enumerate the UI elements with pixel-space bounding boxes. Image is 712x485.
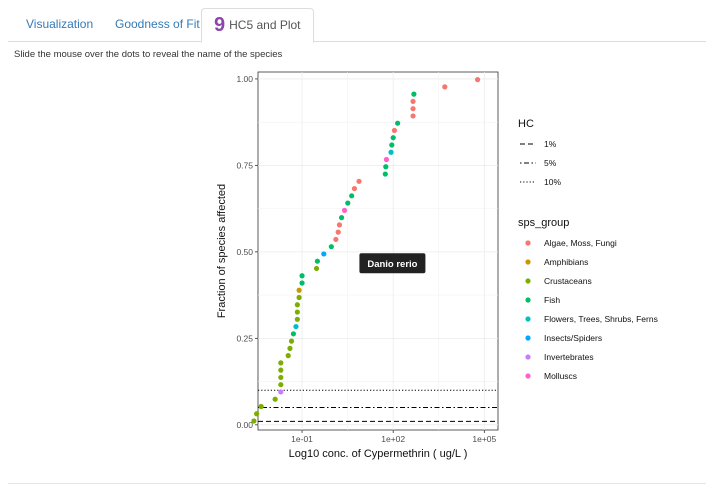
legend-group-key [525, 278, 531, 284]
species-tooltip [359, 253, 426, 274]
data-point[interactable] [351, 185, 358, 192]
data-point[interactable] [288, 338, 295, 344]
data-point[interactable] [338, 215, 345, 221]
legend-group-label: Flowers, Trees, Shrubs, Ferns [544, 314, 658, 324]
data-point[interactable] [278, 389, 284, 395]
data-point[interactable] [336, 222, 343, 228]
data-point[interactable] [410, 113, 416, 119]
tab-visualization[interactable]: Visualization [14, 8, 105, 40]
legend-group-key [525, 316, 531, 322]
x-tick-label: 1e-01 [291, 434, 313, 444]
data-point[interactable] [285, 353, 291, 359]
tab-hc5-and-plot-label: HC5 and Plot [229, 18, 301, 32]
legend-group-label: Invertebrates [544, 352, 594, 362]
data-point[interactable] [278, 367, 284, 373]
x-axis-title: Log10 conc. of Cypermethrin ( ug/L ) [289, 448, 468, 460]
data-point[interactable] [328, 244, 334, 250]
data-point[interactable] [293, 323, 299, 330]
data-point[interactable] [254, 411, 260, 417]
legend-group-label: Amphibians [544, 257, 588, 267]
data-point[interactable] [296, 294, 302, 301]
tab-goodness-of-fit-label: Goodness of Fit [115, 17, 200, 31]
data-point[interactable] [391, 127, 398, 134]
x-tick-label: 1e+02 [381, 434, 405, 444]
legend-group-title: sps_group [518, 217, 569, 229]
legend-group-label: Molluscs [544, 371, 577, 381]
data-point[interactable] [294, 309, 300, 315]
data-point[interactable] [278, 360, 284, 366]
hover-hint: Slide the mouse over the dots to reveal … [14, 49, 283, 60]
y-tick-label: 0.25 [236, 333, 253, 343]
data-point[interactable] [294, 316, 300, 322]
legend-group-label: Fish [544, 295, 560, 305]
data-point[interactable] [388, 149, 394, 155]
data-point[interactable] [411, 91, 417, 97]
plot-panel [257, 71, 499, 431]
data-point[interactable] [349, 193, 355, 199]
legend-hc-label: 1% [544, 139, 557, 149]
data-point[interactable] [290, 331, 297, 337]
data-point[interactable] [272, 396, 278, 402]
data-point[interactable] [333, 236, 339, 243]
legend-group-label: Algae, Moss, Fungi [544, 238, 617, 248]
legend-group-key [525, 373, 531, 379]
data-point[interactable] [345, 200, 351, 206]
legend-group-key [525, 354, 531, 360]
data-point[interactable] [395, 120, 401, 126]
data-point[interactable] [383, 164, 389, 170]
data-point[interactable] [410, 98, 416, 105]
tab-visualization-label: Visualization [26, 17, 94, 31]
data-point[interactable] [294, 302, 300, 308]
legend-group-key [525, 259, 531, 265]
legend-hc-label: 10% [544, 177, 561, 187]
divider [8, 483, 706, 484]
data-point[interactable] [321, 251, 327, 257]
data-point[interactable] [382, 171, 388, 177]
y-axis-title: Fraction of species affected [216, 184, 228, 318]
legend-group-key [525, 240, 531, 246]
data-point[interactable] [410, 106, 416, 112]
data-point[interactable] [313, 265, 320, 272]
data-point[interactable] [287, 345, 293, 351]
data-point[interactable] [390, 135, 396, 141]
data-point[interactable] [474, 77, 481, 83]
legend-hc-title: HC [518, 118, 534, 130]
data-point[interactable] [251, 418, 257, 424]
step-badge: 9 [214, 14, 226, 36]
y-tick-label: 0.50 [236, 247, 253, 257]
legend-group-label: Insects/Spiders [544, 333, 602, 343]
legend-hc-label: 5% [544, 158, 557, 168]
legend-group-key [525, 297, 531, 303]
y-tick-label: 0.75 [236, 160, 253, 170]
data-point[interactable] [335, 229, 341, 235]
data-point[interactable] [296, 287, 302, 293]
data-point[interactable] [299, 280, 305, 286]
data-point[interactable] [356, 178, 362, 184]
data-point[interactable] [341, 207, 348, 213]
data-point[interactable] [258, 403, 264, 410]
legend-group-label: Crustaceans [544, 276, 592, 286]
tab-bar: Visualization Goodness of Fit 9 HC5 and P… [8, 8, 706, 43]
data-point[interactable] [383, 156, 390, 163]
tab-goodness-of-fit[interactable]: Goodness of Fit [103, 8, 212, 40]
y-tick-label: 0.00 [236, 420, 253, 430]
data-point[interactable] [299, 273, 305, 279]
y-tick-label: 1.00 [236, 74, 253, 84]
data-point[interactable] [278, 382, 284, 388]
x-tick-label: 1e+05 [472, 434, 496, 444]
data-point[interactable] [389, 142, 395, 148]
legend-group-key [525, 335, 531, 341]
data-point[interactable] [314, 258, 320, 264]
data-point[interactable] [442, 84, 448, 90]
data-point[interactable] [278, 374, 284, 381]
tab-hc5-and-plot[interactable]: 9 HC5 and Plot [201, 8, 314, 43]
species-tooltip-text: Danio rerio [367, 259, 417, 270]
